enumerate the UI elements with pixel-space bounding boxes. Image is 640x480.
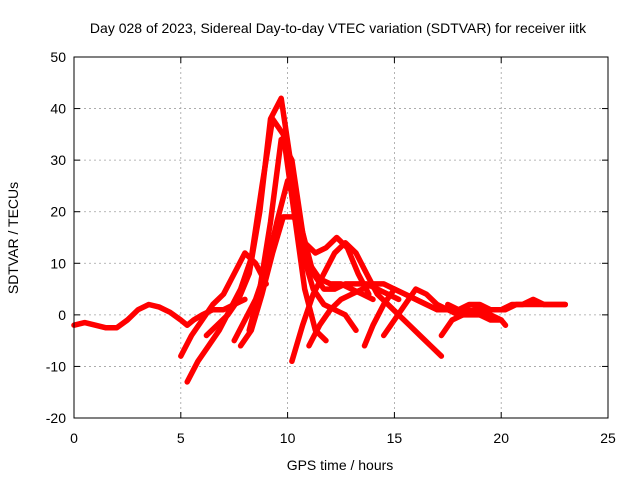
- x-tick-label: 25: [600, 430, 616, 446]
- y-axis-label: SDTVAR / TECUs: [5, 182, 21, 294]
- x-axis-label: GPS time / hours: [287, 457, 394, 473]
- series-pass-12: [445, 296, 569, 313]
- x-tick-label: 0: [70, 430, 78, 446]
- series-pass-10: [380, 286, 504, 339]
- series-group: [71, 95, 569, 385]
- y-tick-label: 20: [50, 204, 66, 220]
- x-tick-label: 20: [493, 430, 509, 446]
- y-tick-label: 40: [50, 101, 66, 117]
- ticks: [73, 56, 609, 419]
- plot-frame: [73, 56, 609, 419]
- y-tick-label: 30: [50, 152, 66, 168]
- series-pass-7: [289, 239, 445, 365]
- y-tick-label: -10: [46, 358, 66, 374]
- tick-labels: 0 5 10 15 20 25 -20 -10 0 10 20 30 40 50: [46, 49, 616, 446]
- x-tick-label: 10: [280, 430, 296, 446]
- y-tick-label: 10: [50, 255, 66, 271]
- series-pass-9: [361, 286, 509, 349]
- y-tick-label: 0: [58, 307, 66, 323]
- x-tick-label: 15: [387, 430, 403, 446]
- x-tick-label: 5: [177, 430, 185, 446]
- series-baseline: [71, 296, 248, 331]
- grid: [74, 57, 608, 418]
- chart-title: Day 028 of 2023, Sidereal Day-to-day VTE…: [90, 20, 587, 36]
- y-tick-label: 50: [50, 49, 66, 65]
- y-tick-label: -20: [46, 410, 66, 426]
